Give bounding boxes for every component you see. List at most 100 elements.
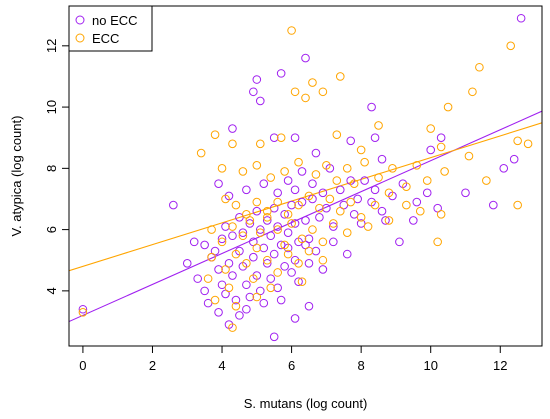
point-no-ecc — [255, 96, 265, 106]
point-ecc — [266, 283, 276, 293]
point-no-ecc — [290, 219, 300, 228]
point-ecc — [290, 87, 300, 97]
point-no-ecc — [217, 280, 227, 290]
point-ecc — [315, 203, 324, 213]
point-no-ecc — [509, 154, 519, 164]
point-ecc — [356, 213, 366, 222]
point-ecc — [207, 252, 216, 262]
point-no-ecc — [276, 295, 286, 305]
point-no-ecc — [273, 283, 282, 293]
point-no-ecc — [499, 164, 509, 173]
point-ecc — [304, 246, 314, 256]
point-ecc — [426, 124, 436, 133]
point-ecc — [308, 225, 317, 234]
point-ecc — [249, 274, 258, 283]
point-no-ecc — [245, 219, 255, 228]
point-ecc — [280, 167, 289, 176]
point-ecc — [297, 277, 307, 286]
point-no-ecc — [329, 237, 338, 247]
point-no-ecc — [266, 231, 276, 241]
point-ecc — [252, 243, 262, 253]
point-no-ecc — [367, 102, 376, 112]
point-ecc — [228, 139, 237, 149]
point-no-ecc — [78, 304, 88, 314]
point-no-ecc — [200, 286, 209, 296]
point-no-ecc — [370, 133, 380, 143]
point-no-ecc — [283, 228, 293, 237]
point-ecc — [374, 121, 383, 130]
point-no-ecc — [304, 258, 314, 268]
point-no-ecc — [489, 200, 498, 210]
point-ecc — [412, 160, 422, 170]
point-no-ecc — [273, 222, 282, 231]
point-ecc — [273, 225, 282, 234]
point-no-ecc — [290, 314, 300, 323]
point-no-ecc — [242, 280, 251, 290]
x-tick-label: 12 — [493, 358, 507, 373]
point-ecc — [276, 133, 286, 143]
y-tick-label: 4 — [44, 287, 59, 294]
point-ecc — [422, 176, 432, 185]
x-tick-label: 0 — [79, 358, 86, 373]
point-no-ecc — [269, 249, 279, 259]
point-no-ecc — [409, 216, 418, 225]
point-ecc — [311, 170, 321, 179]
point-no-ecc — [395, 237, 404, 247]
point-ecc — [238, 167, 248, 176]
point-ecc — [228, 222, 237, 231]
point-no-ecc — [262, 258, 272, 268]
point-ecc — [231, 249, 241, 259]
point-no-ecc — [255, 225, 265, 234]
point-ecc — [329, 219, 338, 228]
point-ecc — [273, 197, 282, 207]
point-no-ecc — [461, 188, 470, 198]
point-no-ecc — [283, 176, 293, 185]
legend-box — [68, 5, 153, 52]
point-ecc — [349, 179, 359, 188]
legend-label-no-ecc: no ECC — [92, 13, 138, 28]
point-ecc — [242, 258, 251, 268]
point-no-ecc — [318, 265, 328, 274]
point-no-ecc — [189, 237, 199, 247]
point-no-ecc — [217, 234, 227, 244]
point-ecc — [370, 200, 380, 210]
point-ecc — [374, 173, 383, 182]
y-tick-label: 8 — [44, 165, 59, 172]
point-no-ecc — [242, 304, 251, 314]
point-ecc — [207, 225, 216, 234]
point-ecc — [360, 157, 369, 167]
point-no-ecc — [287, 268, 296, 277]
point-ecc — [262, 255, 272, 265]
point-no-ecc — [422, 188, 432, 198]
point-ecc — [287, 26, 296, 35]
point-ecc — [342, 228, 352, 237]
point-ecc — [475, 62, 484, 72]
point-ecc — [402, 200, 411, 210]
point-ecc — [342, 164, 352, 173]
point-ecc — [217, 164, 227, 173]
point-ecc — [287, 219, 296, 228]
point-ecc — [252, 160, 262, 170]
point-no-ecc — [290, 133, 300, 143]
point-no-ecc — [242, 185, 251, 195]
point-no-ecc — [287, 200, 296, 210]
point-no-ecc — [252, 206, 262, 216]
point-ecc — [402, 182, 411, 192]
point-ecc — [238, 231, 248, 241]
point-ecc — [283, 209, 293, 219]
point-ecc — [273, 268, 282, 277]
point-no-ecc — [280, 209, 289, 219]
point-no-ecc — [304, 301, 314, 311]
x-tick-label: 8 — [358, 358, 365, 373]
point-no-ecc — [276, 69, 286, 78]
point-ecc — [363, 222, 373, 231]
point-ecc — [294, 200, 303, 210]
point-no-ecc — [269, 332, 279, 342]
point-ecc — [196, 148, 206, 158]
point-ecc — [468, 87, 477, 97]
point-ecc — [464, 151, 474, 161]
x-tick-label: 2 — [149, 358, 156, 373]
point-ecc — [436, 142, 446, 152]
point-no-ecc — [214, 179, 223, 188]
